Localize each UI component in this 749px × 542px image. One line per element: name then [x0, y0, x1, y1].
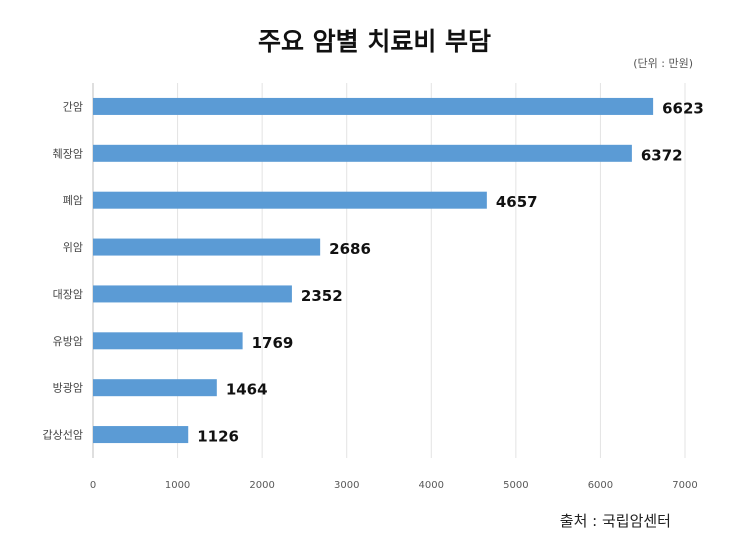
data-labels: 6623 6372 4657 2686 2352 1769 1464 1126 — [197, 99, 704, 445]
category-label: 갑상선암 — [43, 429, 83, 442]
bar — [93, 379, 217, 397]
category-label: 대장암 — [53, 288, 83, 301]
category-label: 위암 — [63, 241, 83, 254]
x-tick-labels: 0 1000 2000 3000 4000 5000 6000 7000 — [90, 480, 698, 491]
bar — [93, 426, 189, 444]
x-tick-label: 0 — [90, 480, 96, 491]
category-label: 간암 — [63, 100, 83, 113]
bar — [93, 191, 487, 209]
bar — [93, 332, 243, 350]
bar — [93, 285, 292, 303]
data-label: 6372 — [641, 146, 683, 164]
data-label: 1769 — [252, 334, 294, 352]
bar — [93, 97, 654, 115]
x-tick-label: 1000 — [165, 480, 190, 491]
data-label: 1464 — [226, 381, 268, 399]
bar — [93, 238, 321, 256]
category-label: 폐암 — [63, 194, 83, 207]
data-label: 2686 — [329, 240, 371, 258]
gridlines — [92, 83, 686, 458]
data-label: 6623 — [662, 99, 704, 117]
x-tick-label: 7000 — [672, 480, 697, 491]
source-note: 출처 : 국립암센터 — [559, 512, 671, 530]
x-tick-label: 4000 — [419, 480, 444, 491]
category-label: 췌장암 — [53, 147, 83, 160]
data-label: 4657 — [496, 193, 538, 211]
x-tick-label: 5000 — [503, 480, 528, 491]
x-tick-label: 3000 — [334, 480, 359, 491]
bars — [93, 97, 654, 444]
category-label: 방광암 — [53, 382, 83, 395]
data-label: 2352 — [301, 287, 343, 305]
category-label: 유방암 — [53, 335, 83, 348]
data-label: 1126 — [197, 428, 239, 446]
x-tick-label: 2000 — [249, 480, 274, 491]
unit-note: (단위 : 만원) — [633, 57, 693, 70]
x-tick-label: 6000 — [588, 480, 613, 491]
chart-title: 주요 암별 치료비 부담 — [257, 27, 492, 56]
bar — [93, 144, 632, 162]
